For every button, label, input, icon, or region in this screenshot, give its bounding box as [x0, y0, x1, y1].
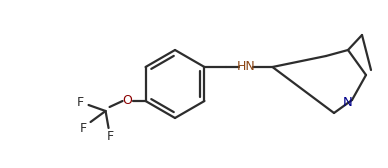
- Text: O: O: [123, 94, 132, 108]
- Text: F: F: [77, 96, 84, 110]
- Text: HN: HN: [237, 60, 256, 74]
- Text: N: N: [343, 96, 353, 110]
- Text: F: F: [107, 130, 114, 142]
- Text: F: F: [80, 122, 87, 136]
